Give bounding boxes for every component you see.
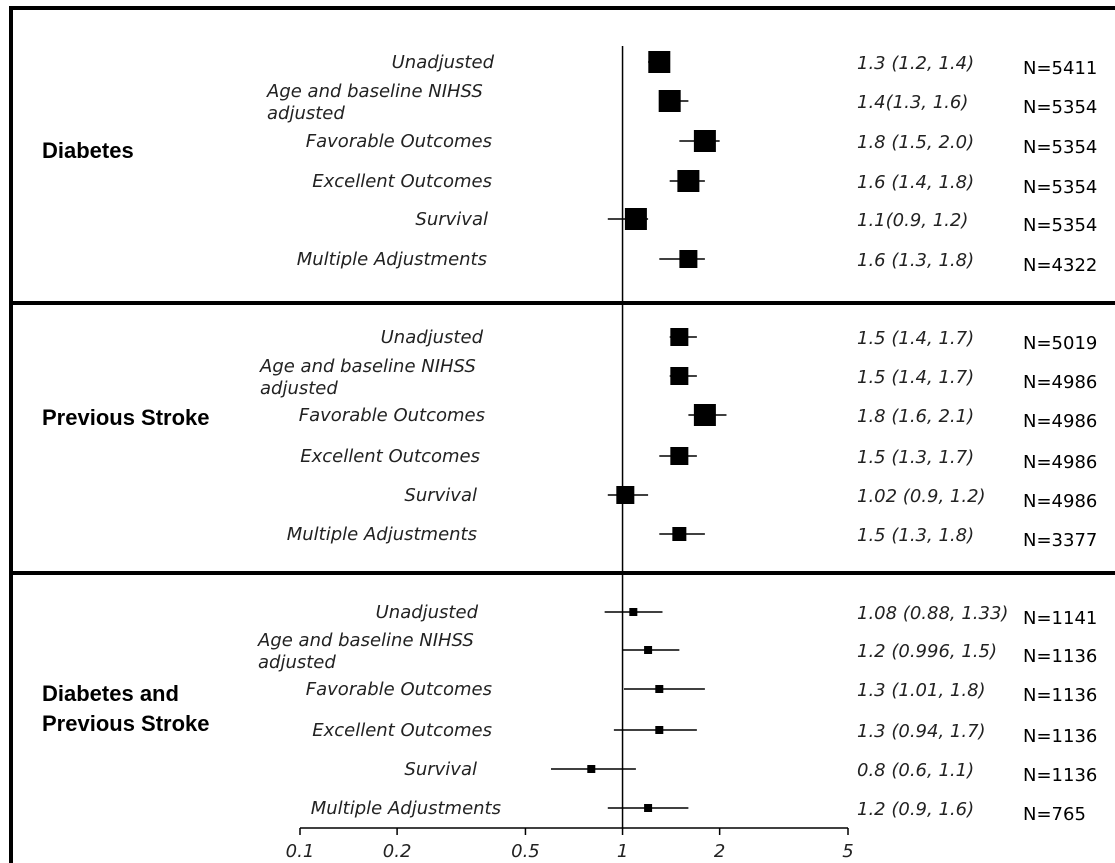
ci-text: 1.3 (1.01, 1.8) — [857, 680, 986, 701]
row-label: Multiple Adjustments — [311, 798, 501, 819]
n-text: N=1136 — [1023, 646, 1097, 667]
n-text: N=1136 — [1023, 765, 1097, 786]
estimate-marker — [648, 51, 671, 73]
row-label: Excellent Outcomes — [312, 171, 492, 192]
group-label-line: Previous Stroke — [42, 711, 210, 736]
estimate-marker — [658, 90, 681, 112]
ci-text: 1.02 (0.9, 1.2) — [857, 486, 986, 507]
x-tick-label: 1 — [617, 841, 628, 862]
ci-text: 1.5 (1.3, 1.8) — [857, 525, 974, 546]
group-label-previous-stroke: Previous Stroke — [42, 405, 210, 430]
estimate-marker — [670, 447, 689, 465]
ci-text: 1.3 (1.2, 1.4) — [857, 53, 974, 74]
estimate-marker — [677, 170, 700, 192]
ci-text: 1.4(1.3, 1.6) — [857, 92, 968, 113]
row-label: Favorable Outcomes — [299, 405, 485, 426]
x-tick-label: 5 — [842, 841, 853, 862]
row-label: Age and baseline NIHSS adjusted — [259, 356, 476, 399]
n-text: N=5019 — [1023, 333, 1097, 354]
n-text: N=5354 — [1023, 215, 1097, 236]
n-text: N=4986 — [1023, 372, 1097, 393]
n-text: N=1141 — [1023, 608, 1097, 629]
ci-text: 1.08 (0.88, 1.33) — [857, 603, 1008, 624]
n-text: N=5354 — [1023, 137, 1097, 158]
row-label: Favorable Outcomes — [306, 131, 492, 152]
row-label: Excellent Outcomes — [312, 720, 492, 741]
row-label: Favorable Outcomes — [306, 679, 492, 700]
estimate-marker — [644, 646, 653, 654]
ci-text: 1.1(0.9, 1.2) — [857, 210, 968, 231]
n-text: N=4986 — [1023, 491, 1097, 512]
row-label-line: adjusted — [267, 103, 345, 124]
n-text: N=5354 — [1023, 97, 1097, 118]
n-text: N=4322 — [1023, 255, 1097, 276]
estimate-marker — [624, 208, 647, 230]
ci-text: 1.5 (1.3, 1.7) — [857, 447, 974, 468]
row-label: Survival — [404, 485, 477, 506]
group-label-diabetes: Diabetes — [42, 138, 134, 163]
ci-text: 1.5 (1.4, 1.7) — [857, 367, 974, 388]
group-label-diabetes-and-previous-stroke: Diabetes and Previous Stroke — [42, 681, 210, 736]
group-label-line: Diabetes and — [42, 681, 179, 706]
row-label: Survival — [415, 209, 488, 230]
row-label: Unadjusted — [392, 52, 495, 73]
estimate-marker — [693, 404, 716, 426]
ci-text: 1.3 (0.94, 1.7) — [857, 721, 986, 742]
x-tick-label: 0.5 — [511, 841, 540, 862]
row-label-line: Age and baseline NIHSS — [259, 356, 476, 377]
estimate-marker — [644, 804, 653, 812]
n-text: N=1136 — [1023, 685, 1097, 706]
estimate-marker — [616, 486, 635, 504]
row-label: Age and baseline NIHSS adjusted — [266, 81, 483, 124]
row-label: Unadjusted — [376, 602, 479, 623]
ci-text: 1.6 (1.3, 1.8) — [857, 250, 974, 271]
ci-text: 1.2 (0.9, 1.6) — [857, 799, 974, 820]
x-tick-label: 2 — [714, 841, 725, 862]
ci-text: 1.6 (1.4, 1.8) — [857, 172, 974, 193]
estimate-marker — [672, 527, 687, 541]
x-tick-label: 0.1 — [286, 841, 315, 862]
row-label: Survival — [404, 759, 477, 780]
n-text: N=3377 — [1023, 530, 1097, 551]
ci-text: 1.8 (1.6, 2.1) — [857, 406, 974, 427]
row-label: Unadjusted — [381, 327, 484, 348]
row-label-line: Age and baseline NIHSS — [266, 81, 483, 102]
row-label: Excellent Outcomes — [300, 446, 480, 467]
n-text: N=5354 — [1023, 177, 1097, 198]
estimate-marker — [679, 250, 698, 268]
estimate-marker — [670, 328, 689, 346]
estimate-marker — [655, 726, 664, 734]
ci-text: 1.8 (1.5, 2.0) — [857, 132, 974, 153]
row-label-line: adjusted — [258, 652, 336, 673]
n-text: N=4986 — [1023, 411, 1097, 432]
n-text: N=4986 — [1023, 452, 1097, 473]
ci-text: 1.2 (0.996, 1.5) — [857, 641, 997, 662]
row-label: Multiple Adjustments — [287, 524, 477, 545]
estimate-marker — [629, 608, 638, 616]
n-text: N=1136 — [1023, 726, 1097, 747]
row-label-line: Age and baseline NIHSS — [257, 630, 474, 651]
row-label: Multiple Adjustments — [297, 249, 487, 270]
n-text: N=5411 — [1023, 58, 1097, 79]
x-tick-label: 0.2 — [383, 841, 412, 862]
plot-frame — [9, 6, 1115, 863]
x-axis: 0.1 0.2 0.5 1 2 5 — [286, 827, 854, 862]
row-label-line: adjusted — [260, 378, 338, 399]
estimate-marker — [655, 685, 664, 693]
row-label: Age and baseline NIHSS adjusted — [257, 630, 474, 673]
ci-text: 0.8 (0.6, 1.1) — [857, 760, 974, 781]
n-text: N=765 — [1023, 804, 1086, 825]
estimate-marker — [670, 367, 689, 385]
ci-text: 1.5 (1.4, 1.7) — [857, 328, 974, 349]
estimate-marker — [587, 765, 596, 773]
estimate-marker — [693, 130, 716, 152]
forest-rows: Unadjusted 1.3 (1.2, 1.4) N=5411 Age and ba… — [257, 51, 1097, 825]
